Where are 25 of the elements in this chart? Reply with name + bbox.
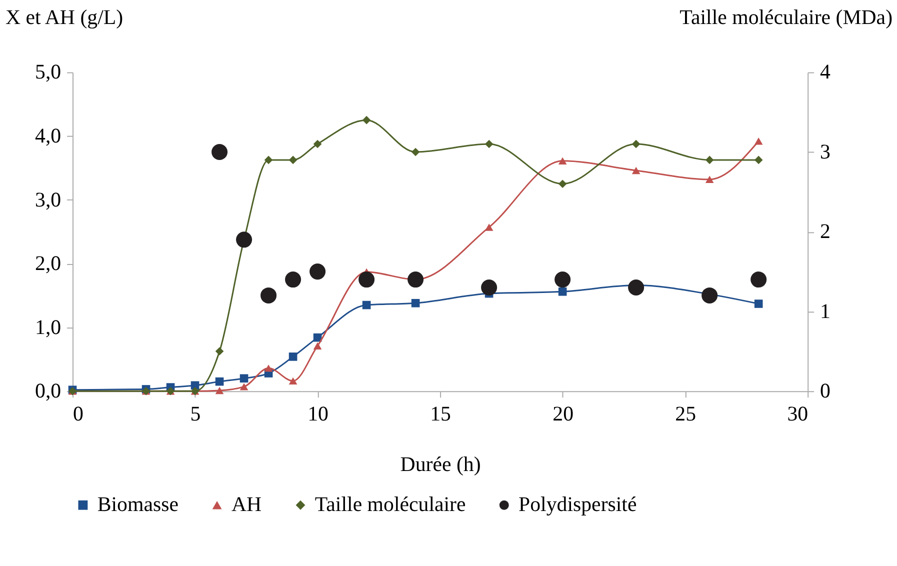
y-tick-label: 0,0 [35, 378, 62, 403]
y-tick-label: 4,0 [35, 123, 62, 148]
y2-tick-label: 0 [820, 378, 830, 403]
x-tick-label: 25 [675, 401, 696, 426]
y2-tick-label: 4 [820, 60, 832, 84]
x-axis-title: Durée (h) [400, 452, 481, 476]
y-tick-label: 5,0 [35, 60, 62, 84]
legend-label: AH [231, 492, 262, 516]
y-tick-label: 1,0 [35, 314, 62, 339]
legend-label: Polydispersité [518, 492, 637, 516]
x-tick-label: 5 [190, 401, 201, 426]
legend-label: Taille moléculaire [314, 492, 466, 516]
y-tick-label: 3,0 [35, 187, 62, 212]
legend-label: Biomasse [97, 492, 178, 516]
x-tick-label: 20 [552, 401, 574, 426]
y2-tick-label: 2 [820, 219, 830, 244]
x-tick-label: 15 [430, 401, 451, 426]
x-tick-label: 10 [308, 401, 328, 426]
y2-tick-label: 1 [820, 298, 830, 323]
y-axis-title: X et AH (g/L) [5, 5, 124, 30]
y-tick-label: 2,0 [35, 251, 62, 276]
x-tick-label: 30 [787, 401, 808, 426]
y2-tick-label: 3 [820, 139, 830, 164]
y2-axis-title: Taille moléculaire (MDa) [680, 5, 893, 30]
x-tick-label: 0 [73, 401, 84, 426]
